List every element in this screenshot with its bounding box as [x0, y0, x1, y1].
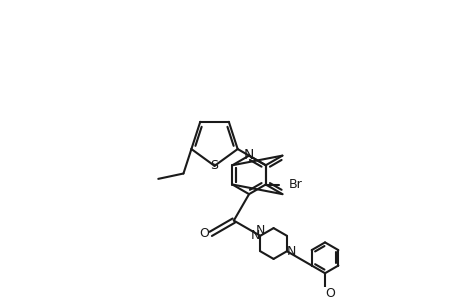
- Text: N: N: [243, 148, 254, 162]
- Text: N: N: [255, 224, 264, 237]
- Text: O: O: [199, 227, 208, 240]
- Text: S: S: [210, 159, 218, 172]
- Text: O: O: [324, 287, 334, 300]
- Text: Br: Br: [288, 178, 302, 191]
- Text: N: N: [286, 245, 296, 258]
- Text: N: N: [250, 229, 260, 242]
